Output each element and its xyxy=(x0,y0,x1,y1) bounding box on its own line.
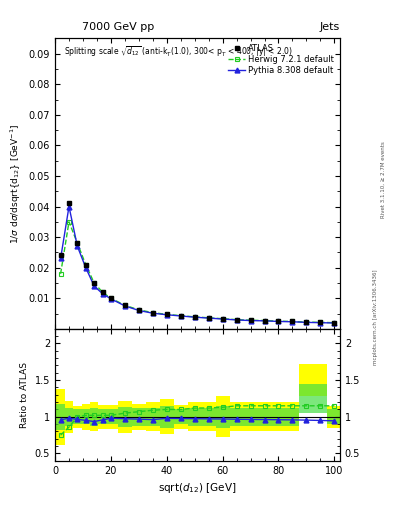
ATLAS xyxy=(164,311,169,317)
ATLAS xyxy=(75,240,80,246)
Pythia 8.308 default xyxy=(332,320,337,326)
ATLAS xyxy=(67,200,72,206)
ATLAS xyxy=(262,317,267,324)
Pythia 8.308 default xyxy=(304,319,309,326)
Pythia 8.308 default xyxy=(220,316,225,322)
Pythia 8.308 default xyxy=(318,319,323,326)
Herwig 7.2.1 default xyxy=(262,317,267,324)
Line: Herwig 7.2.1 default: Herwig 7.2.1 default xyxy=(58,219,337,325)
ATLAS xyxy=(136,307,141,313)
Herwig 7.2.1 default xyxy=(304,319,309,325)
Herwig 7.2.1 default xyxy=(58,271,63,277)
Pythia 8.308 default xyxy=(67,203,72,209)
Herwig 7.2.1 default xyxy=(151,310,155,316)
Pythia 8.308 default xyxy=(276,318,281,325)
ATLAS xyxy=(248,317,253,323)
Text: mcplots.cern.ch [arXiv:1306.3436]: mcplots.cern.ch [arXiv:1306.3436] xyxy=(373,270,378,365)
Herwig 7.2.1 default xyxy=(206,315,211,321)
Pythia 8.308 default xyxy=(234,317,239,323)
Pythia 8.308 default xyxy=(83,265,88,271)
Herwig 7.2.1 default xyxy=(248,317,253,323)
Pythia 8.308 default xyxy=(92,283,97,289)
Herwig 7.2.1 default xyxy=(318,319,323,326)
Herwig 7.2.1 default xyxy=(67,219,72,225)
ATLAS xyxy=(58,252,63,259)
ATLAS xyxy=(304,319,309,325)
Text: Splitting scale $\sqrt{d_{12}}$ (anti-k$_T$(1.0), 300< p$_T$ < 400, |y| < 2.0): Splitting scale $\sqrt{d_{12}}$ (anti-k$… xyxy=(64,44,293,59)
ATLAS xyxy=(123,302,127,308)
Pythia 8.308 default xyxy=(206,315,211,321)
Herwig 7.2.1 default xyxy=(276,318,281,324)
Pythia 8.308 default xyxy=(75,243,80,249)
Y-axis label: 1/$\sigma$ d$\sigma$/dsqrt{d$_{12}$} [GeV$^{-1}$]: 1/$\sigma$ d$\sigma$/dsqrt{d$_{12}$} [Ge… xyxy=(9,123,23,244)
Herwig 7.2.1 default xyxy=(83,262,88,268)
Pythia 8.308 default xyxy=(164,312,169,318)
Text: Jets: Jets xyxy=(320,22,340,32)
Pythia 8.308 default xyxy=(178,313,183,319)
Pythia 8.308 default xyxy=(248,317,253,324)
Herwig 7.2.1 default xyxy=(92,280,97,286)
ATLAS xyxy=(151,310,155,316)
ATLAS xyxy=(100,289,105,295)
Herwig 7.2.1 default xyxy=(100,289,105,295)
Pythia 8.308 default xyxy=(290,318,295,325)
ATLAS xyxy=(206,315,211,321)
ATLAS xyxy=(83,262,88,268)
ATLAS xyxy=(290,318,295,325)
Herwig 7.2.1 default xyxy=(234,316,239,323)
ATLAS xyxy=(178,313,183,319)
Pythia 8.308 default xyxy=(136,307,141,313)
Herwig 7.2.1 default xyxy=(220,315,225,322)
ATLAS xyxy=(332,319,337,326)
Pythia 8.308 default xyxy=(100,291,105,297)
Herwig 7.2.1 default xyxy=(123,302,127,308)
ATLAS xyxy=(192,314,197,320)
Text: Rivet 3.1.10, ≥ 2.7M events: Rivet 3.1.10, ≥ 2.7M events xyxy=(381,141,386,218)
Herwig 7.2.1 default xyxy=(178,313,183,319)
Text: 7000 GeV pp: 7000 GeV pp xyxy=(82,22,154,32)
Pythia 8.308 default xyxy=(262,318,267,324)
Legend: ATLAS, Herwig 7.2.1 default, Pythia 8.308 default: ATLAS, Herwig 7.2.1 default, Pythia 8.30… xyxy=(227,42,336,77)
Herwig 7.2.1 default xyxy=(108,295,113,301)
ATLAS xyxy=(108,295,113,301)
Herwig 7.2.1 default xyxy=(164,311,169,317)
Herwig 7.2.1 default xyxy=(75,240,80,246)
X-axis label: sqrt($d_{12}$) [GeV]: sqrt($d_{12}$) [GeV] xyxy=(158,481,237,495)
Herwig 7.2.1 default xyxy=(332,319,337,326)
ATLAS xyxy=(318,319,323,326)
ATLAS xyxy=(234,316,239,323)
ATLAS xyxy=(92,280,97,286)
Line: Pythia 8.308 default: Pythia 8.308 default xyxy=(58,204,337,326)
Pythia 8.308 default xyxy=(58,255,63,262)
Y-axis label: Ratio to ATLAS: Ratio to ATLAS xyxy=(20,362,29,428)
ATLAS xyxy=(276,318,281,324)
Line: ATLAS: ATLAS xyxy=(58,201,337,325)
Pythia 8.308 default xyxy=(108,296,113,302)
Pythia 8.308 default xyxy=(151,310,155,316)
Herwig 7.2.1 default xyxy=(192,314,197,320)
Pythia 8.308 default xyxy=(123,303,127,309)
Pythia 8.308 default xyxy=(192,314,197,321)
Herwig 7.2.1 default xyxy=(136,307,141,313)
Herwig 7.2.1 default xyxy=(290,318,295,325)
ATLAS xyxy=(220,315,225,322)
